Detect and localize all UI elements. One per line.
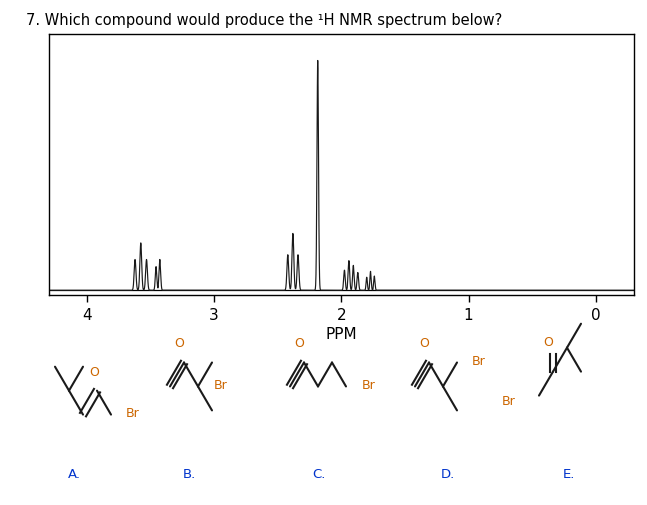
X-axis label: PPM: PPM (325, 326, 357, 341)
Text: O: O (419, 336, 429, 349)
Text: O: O (543, 336, 553, 348)
Text: Br: Br (502, 394, 516, 407)
Text: B.: B. (182, 467, 195, 480)
Text: Br: Br (214, 378, 228, 391)
Text: O: O (89, 365, 99, 378)
Text: Br: Br (472, 355, 486, 367)
Text: O: O (294, 336, 304, 349)
Text: E.: E. (563, 467, 575, 480)
Text: C.: C. (313, 467, 325, 480)
Text: A.: A. (67, 467, 80, 480)
Text: O: O (174, 336, 184, 349)
Text: Br: Br (362, 378, 376, 391)
Text: D.: D. (441, 467, 455, 480)
Text: Br: Br (126, 407, 140, 419)
Text: 7. Which compound would produce the ¹H NMR spectrum below?: 7. Which compound would produce the ¹H N… (26, 13, 502, 28)
